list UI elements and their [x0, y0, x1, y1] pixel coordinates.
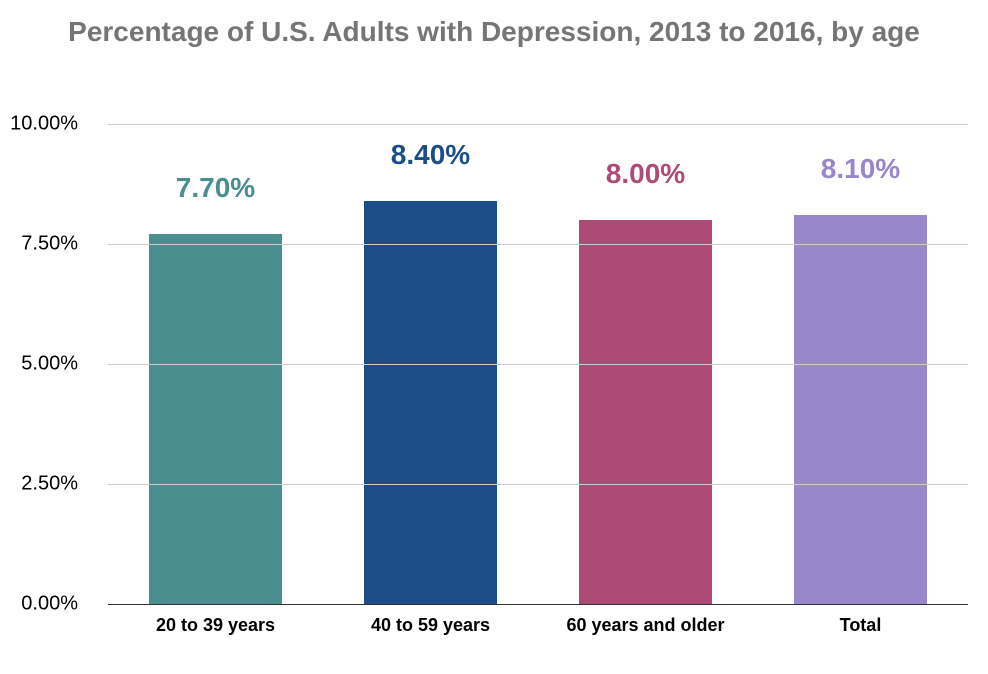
gridline: [108, 244, 968, 245]
category-label: 40 to 59 years: [334, 614, 528, 637]
chart: Percentage of U.S. Adults with Depressio…: [0, 0, 988, 674]
chart-title: Percentage of U.S. Adults with Depressio…: [0, 14, 988, 49]
bar: [364, 201, 497, 604]
y-tick-label: 2.50%: [0, 473, 78, 496]
y-tick-label: 10.00%: [0, 113, 78, 136]
value-label: 8.10%: [753, 153, 968, 185]
bar: [579, 220, 712, 604]
gridline: [108, 364, 968, 365]
gridline: [108, 484, 968, 485]
bar: [794, 215, 927, 604]
value-label: 7.70%: [108, 172, 323, 204]
value-label: 8.00%: [538, 158, 753, 190]
y-tick-label: 0.00%: [0, 593, 78, 616]
bar: [149, 234, 282, 604]
gridline: [108, 124, 968, 125]
baseline: [108, 604, 968, 605]
value-label: 8.40%: [323, 139, 538, 171]
plot-area: 7.70%20 to 39 years8.40%40 to 59 years8.…: [108, 124, 968, 604]
category-label: 60 years and older: [549, 614, 743, 637]
category-label: Total: [764, 614, 958, 637]
y-tick-label: 5.00%: [0, 353, 78, 376]
y-tick-label: 7.50%: [0, 233, 78, 256]
category-label: 20 to 39 years: [119, 614, 313, 637]
